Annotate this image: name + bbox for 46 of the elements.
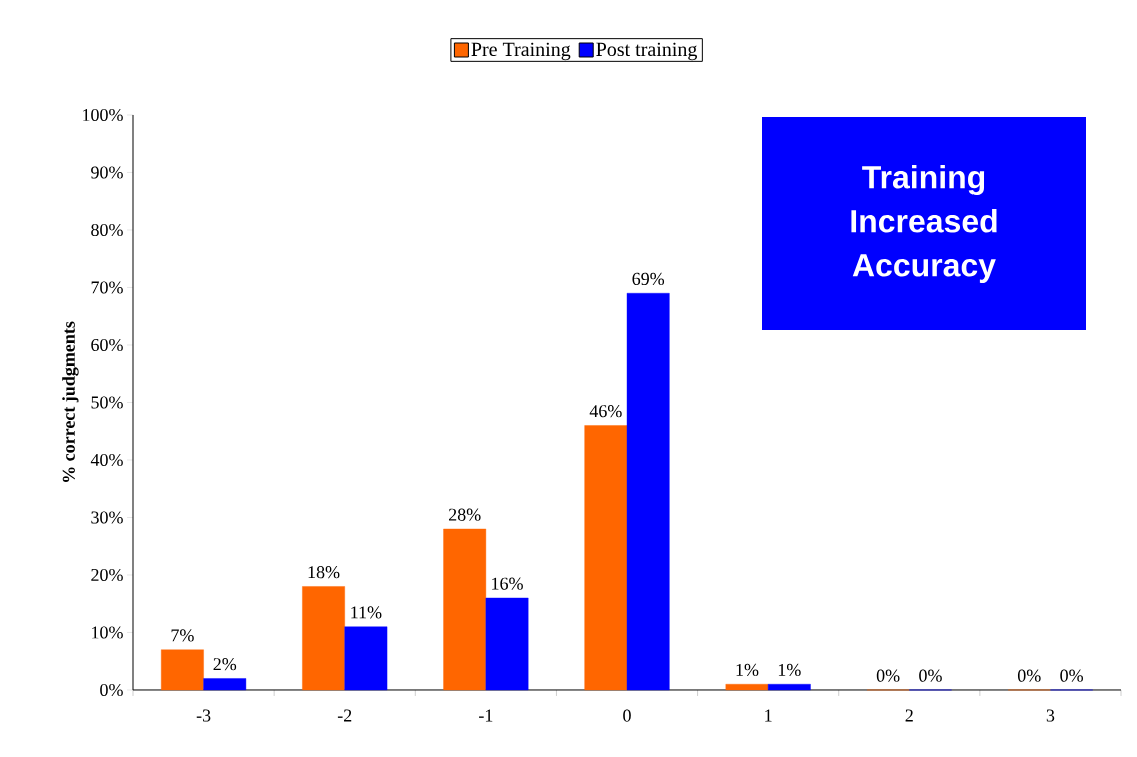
data-label: 0% [876, 669, 900, 682]
y-tick-label: 90% [91, 166, 123, 179]
annotation: Training Increased Accuracy [851, 165, 997, 283]
data-label: 1% [778, 663, 801, 677]
data-label: 18% [308, 566, 340, 579]
y-tick-label: 40% [90, 453, 123, 467]
bar [161, 649, 204, 691]
y-axis-title: % correct judgments [62, 321, 79, 482]
data-label: 28% [449, 508, 481, 521]
x-tick-label: 2 [905, 709, 913, 722]
y-tick-label: 80% [91, 223, 123, 237]
bar [767, 684, 811, 691]
bar [302, 586, 345, 691]
x-tick-label: -1 [479, 709, 493, 722]
x-tick-label: -3 [196, 709, 211, 722]
y-tick-label: 100% [83, 108, 123, 122]
legend-label: Post training [596, 42, 697, 61]
y-tick-label: 10% [92, 626, 123, 639]
x-tick-label: 1 [765, 709, 772, 722]
data-label: 0% [919, 669, 942, 682]
bar [203, 678, 247, 691]
data-label: 1% [736, 663, 759, 677]
data-label: 2% [213, 658, 237, 671]
data-label: 7% [171, 629, 194, 642]
y-tick-label: 30% [91, 511, 123, 524]
bar [725, 684, 769, 691]
bar [485, 597, 529, 691]
data-label: 16% [492, 577, 523, 590]
y-tick-label: 70% [91, 281, 123, 294]
bar [584, 425, 628, 691]
y-tick-label: 0% [100, 683, 123, 697]
x-tick-label: 3 [1046, 709, 1055, 722]
data-label: 69% [632, 272, 665, 286]
y-tick-label: 60% [91, 338, 123, 352]
data-label: 11% [351, 606, 382, 619]
bar [626, 293, 670, 691]
legend-label: Pre Training [471, 42, 571, 61]
y-tick-label: 50% [91, 396, 123, 409]
y-tick-label: 20% [91, 568, 123, 582]
bar [443, 528, 487, 691]
data-label: 0% [1017, 669, 1041, 682]
x-tick-label: -2 [337, 709, 352, 722]
data-label: 0% [1060, 669, 1083, 682]
x-tick-label: 0 [623, 709, 631, 722]
data-label: 46% [589, 405, 622, 418]
bar [344, 626, 388, 691]
